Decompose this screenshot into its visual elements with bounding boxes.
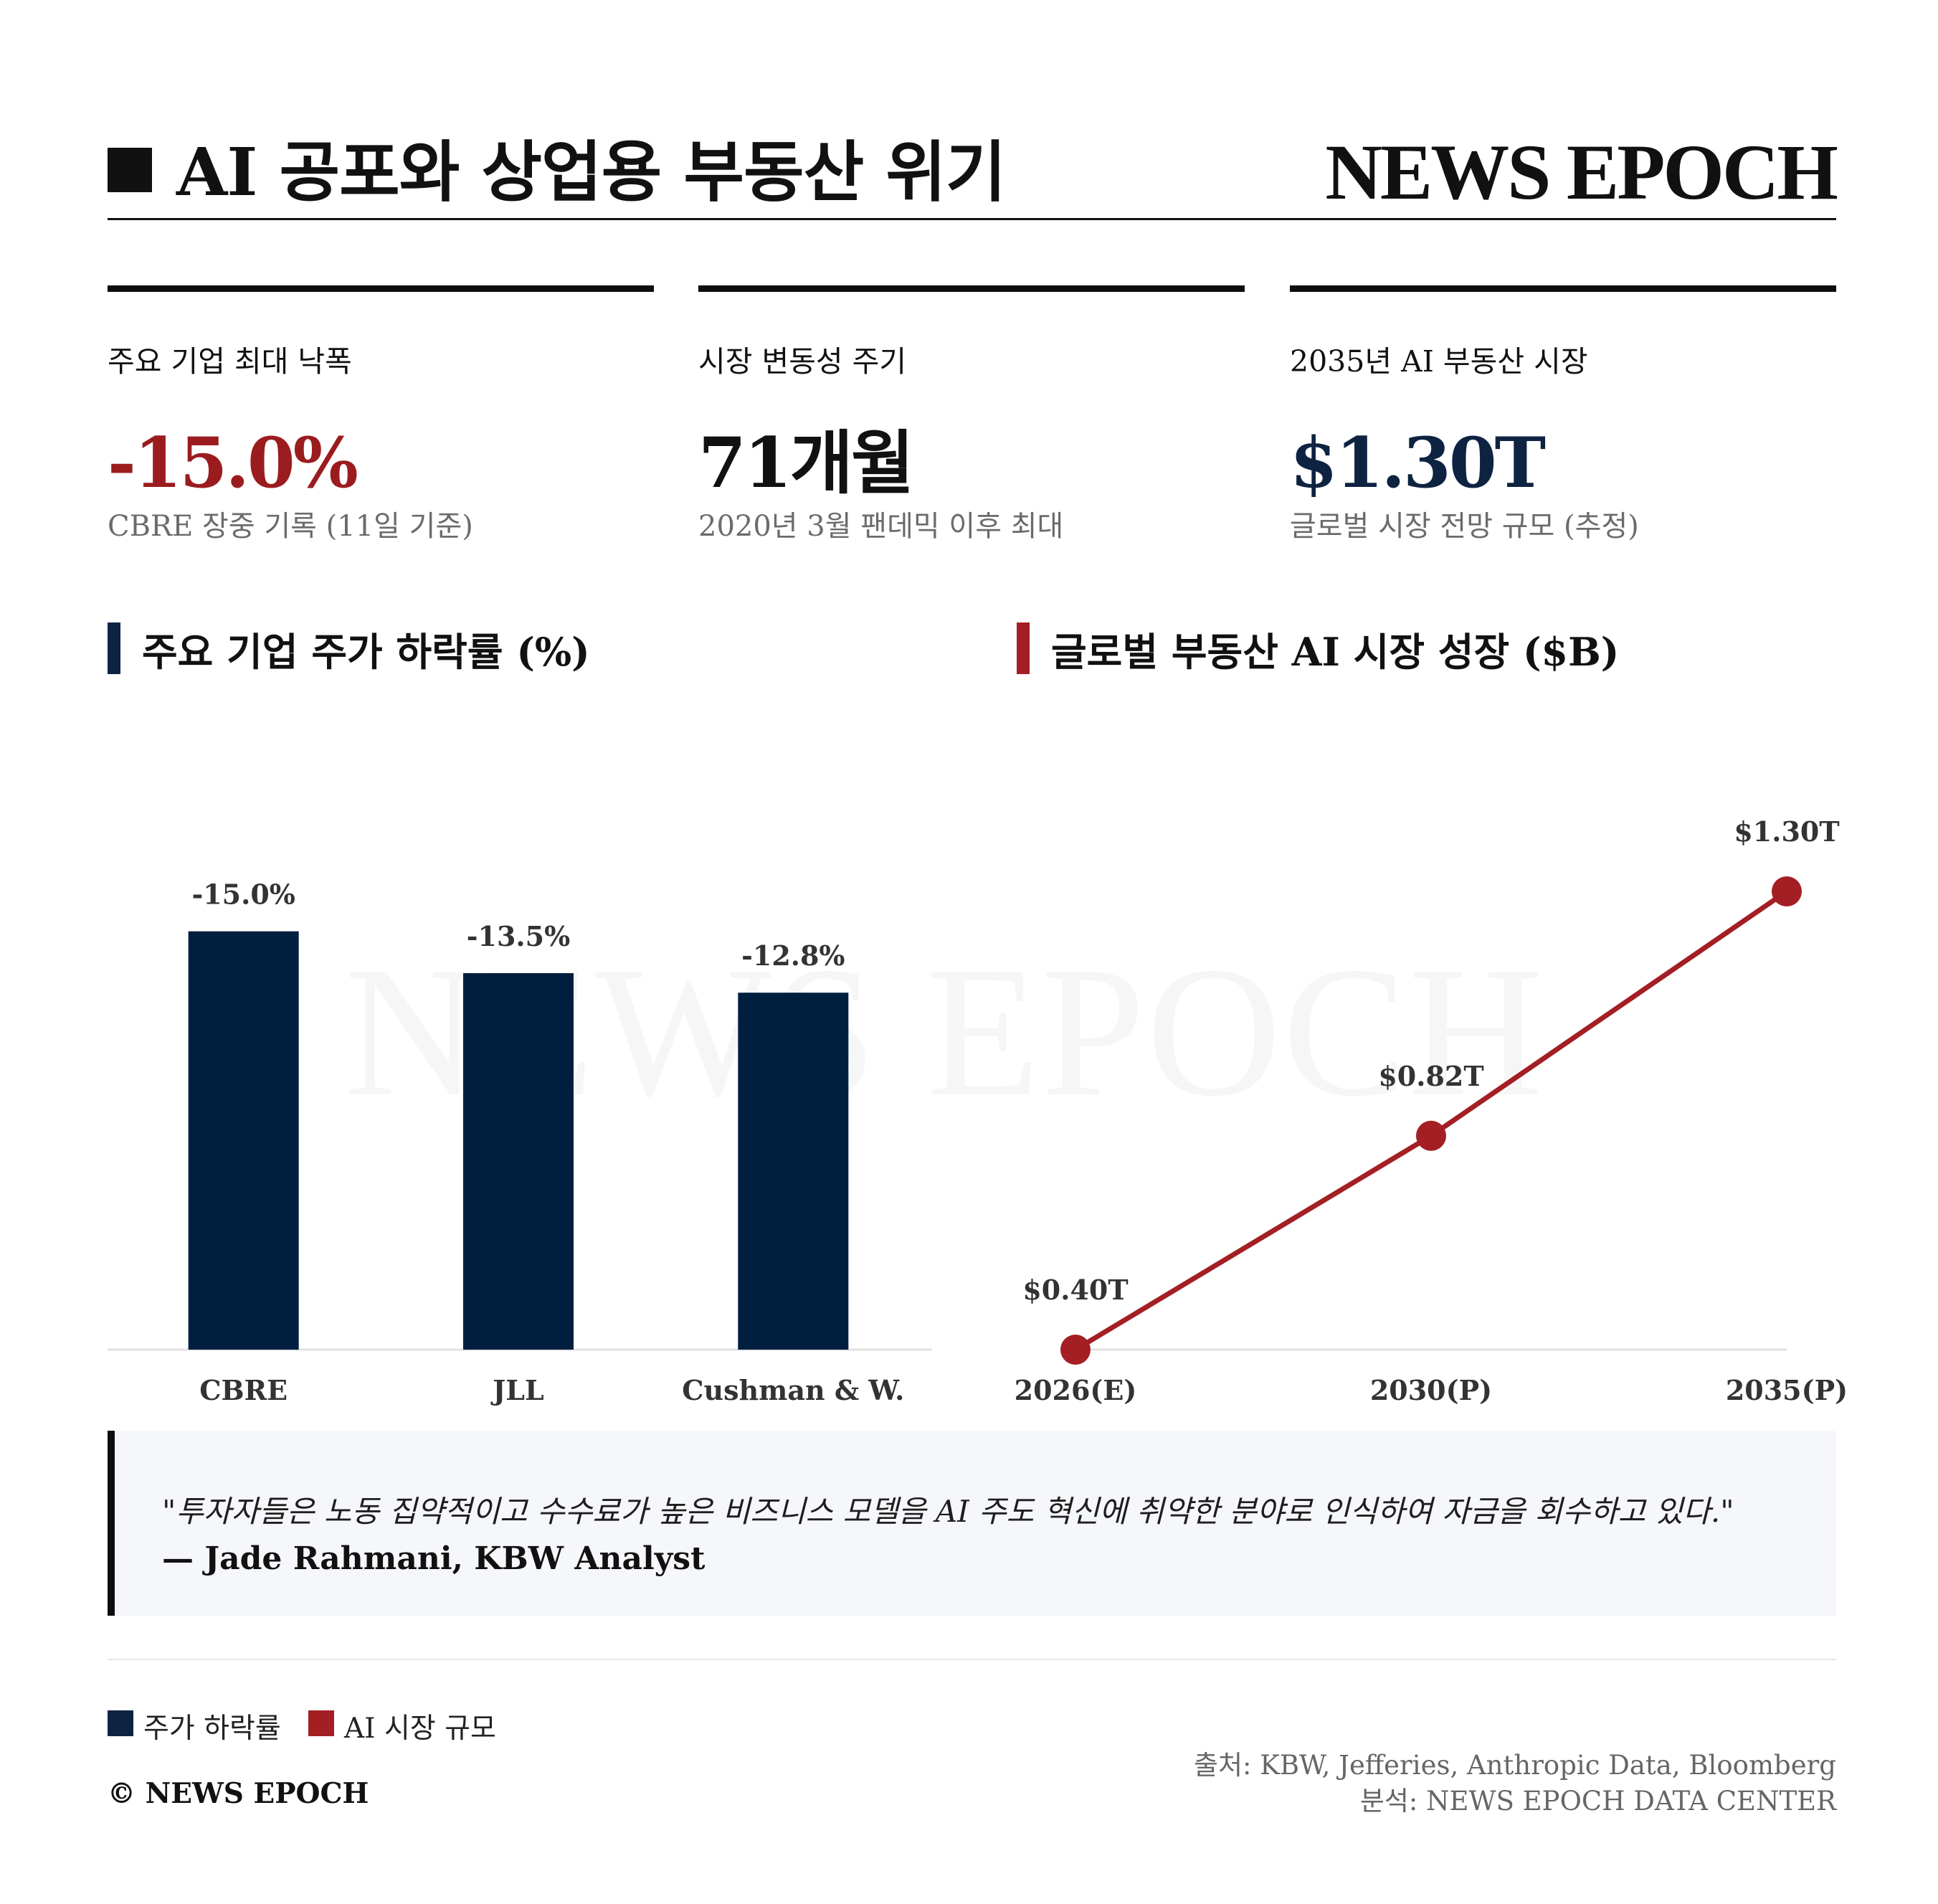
kpi-subtext: CBRE 장중 기록 (11일 기준) [108, 510, 473, 543]
bar-data-label: -13.5% [467, 920, 570, 952]
bar [188, 931, 299, 1350]
kpi-top-bar [108, 285, 654, 292]
point-data-label: $0.40T [1022, 1274, 1128, 1306]
point-data-label: $1.30T [1734, 815, 1839, 848]
x-tick-label: JLL [490, 1374, 543, 1406]
kpi-value: -15.0% [108, 422, 358, 503]
analysis-credit: 분석: NEWS EPOCH DATA CENTER [1359, 1786, 1836, 1817]
series-line [1074, 889, 1788, 1352]
kpi-card-market-2035: 2035년 AI 부동산 시장 $1.30T 글로벌 시장 전망 규모 (추정) [1290, 285, 1836, 544]
x-tick-label: CBRE [199, 1374, 288, 1406]
line-chart-title: 글로벌 부동산 AI 시장 성장 ($B) [1017, 622, 1619, 679]
kpi-label: 시장 변동성 주기 [698, 344, 907, 379]
quote-box: "투자자들은 노동 집약적이고 수수료가 높은 비즈니스 모델을 AI 주도 혁… [108, 1431, 1836, 1616]
kpi-value: $1.30T [1290, 422, 1546, 503]
bar-chart-title-text: 주요 기업 주가 하락률 (%) [142, 629, 590, 675]
charts-canvas: -15.0% CBRE -13.5% JLL -12.8% Cushman & W. $0… [108, 815, 1848, 1406]
kpi-label: 2035년 AI 부동산 시장 [1290, 344, 1588, 379]
data-point [1772, 876, 1802, 906]
footer-divider [108, 1659, 1836, 1660]
legend-label: AI 시장 규모 [344, 1713, 496, 1745]
bar-data-label: -12.8% [741, 939, 845, 972]
header-divider [108, 218, 1836, 220]
x-tick-label: 2035(P) [1726, 1374, 1848, 1406]
quote-text: "투자자들은 노동 집약적이고 수수료가 높은 비즈니스 모델을 AI 주도 혁… [162, 1494, 1734, 1529]
bar-chart-title: 주요 기업 주가 하락률 (%) [108, 622, 590, 679]
x-tick-label: 2026(E) [1015, 1374, 1137, 1406]
x-tick-label: Cushman & W. [682, 1374, 904, 1406]
source-credit: 출처: KBW, Jefferies, Anthropic Data, Bloo… [1193, 1750, 1836, 1781]
page-title: AI 공포와 상업용 부동산 위기 [108, 133, 1007, 212]
legend-item-stock-drop: 주가 하락률 [108, 1710, 281, 1747]
bar-data-label: -15.0% [191, 878, 295, 911]
section-marker-icon [1017, 622, 1030, 674]
data-point [1416, 1120, 1446, 1151]
quote-border [108, 1431, 115, 1616]
line-chart-title-text: 글로벌 부동산 AI 시장 성장 ($B) [1051, 629, 1620, 675]
page-title-text: AI 공포와 상업용 부동산 위기 [176, 133, 1007, 211]
bar-chart: -15.0% CBRE -13.5% JLL -12.8% Cushman & W. [108, 878, 932, 1406]
kpi-card-volatility-cycle: 시장 변동성 주기 71개월 2020년 3월 팬데믹 이후 최대 [698, 285, 1245, 544]
kpi-value: 71개월 [698, 422, 914, 503]
legend-swatch-icon [108, 1710, 133, 1736]
kpi-card-max-drop: 주요 기업 최대 낙폭 -15.0% CBRE 장중 기록 (11일 기준) [108, 285, 654, 544]
line-chart: $0.40T 2026(E) $0.82T 2030(P) $1.30T 2035(P) [1015, 815, 1848, 1406]
x-tick-label: 2030(P) [1370, 1374, 1492, 1406]
quote-author: — Jade Rahmani, KBW Analyst [162, 1540, 706, 1577]
kpi-subtext: 2020년 3월 팬데믹 이후 최대 [698, 510, 1064, 543]
kpi-top-bar [698, 285, 1245, 292]
data-point [1060, 1335, 1091, 1365]
copyright: © NEWS EPOCH [108, 1777, 369, 1810]
bar [463, 973, 574, 1350]
title-square-icon [108, 148, 152, 192]
kpi-subtext: 글로벌 시장 전망 규모 (추정) [1290, 510, 1639, 543]
legend-swatch-icon [308, 1710, 334, 1736]
legend-item-ai-market: AI 시장 규모 [308, 1710, 496, 1747]
kpi-top-bar [1290, 285, 1836, 292]
kpi-label: 주요 기업 최대 낙폭 [108, 344, 352, 379]
bar [738, 993, 849, 1350]
brand-logo: NEWS EPOCH [1325, 128, 1838, 216]
point-data-label: $0.82T [1378, 1060, 1483, 1092]
section-marker-icon [108, 622, 120, 674]
legend-label: 주가 하락률 [143, 1713, 281, 1745]
